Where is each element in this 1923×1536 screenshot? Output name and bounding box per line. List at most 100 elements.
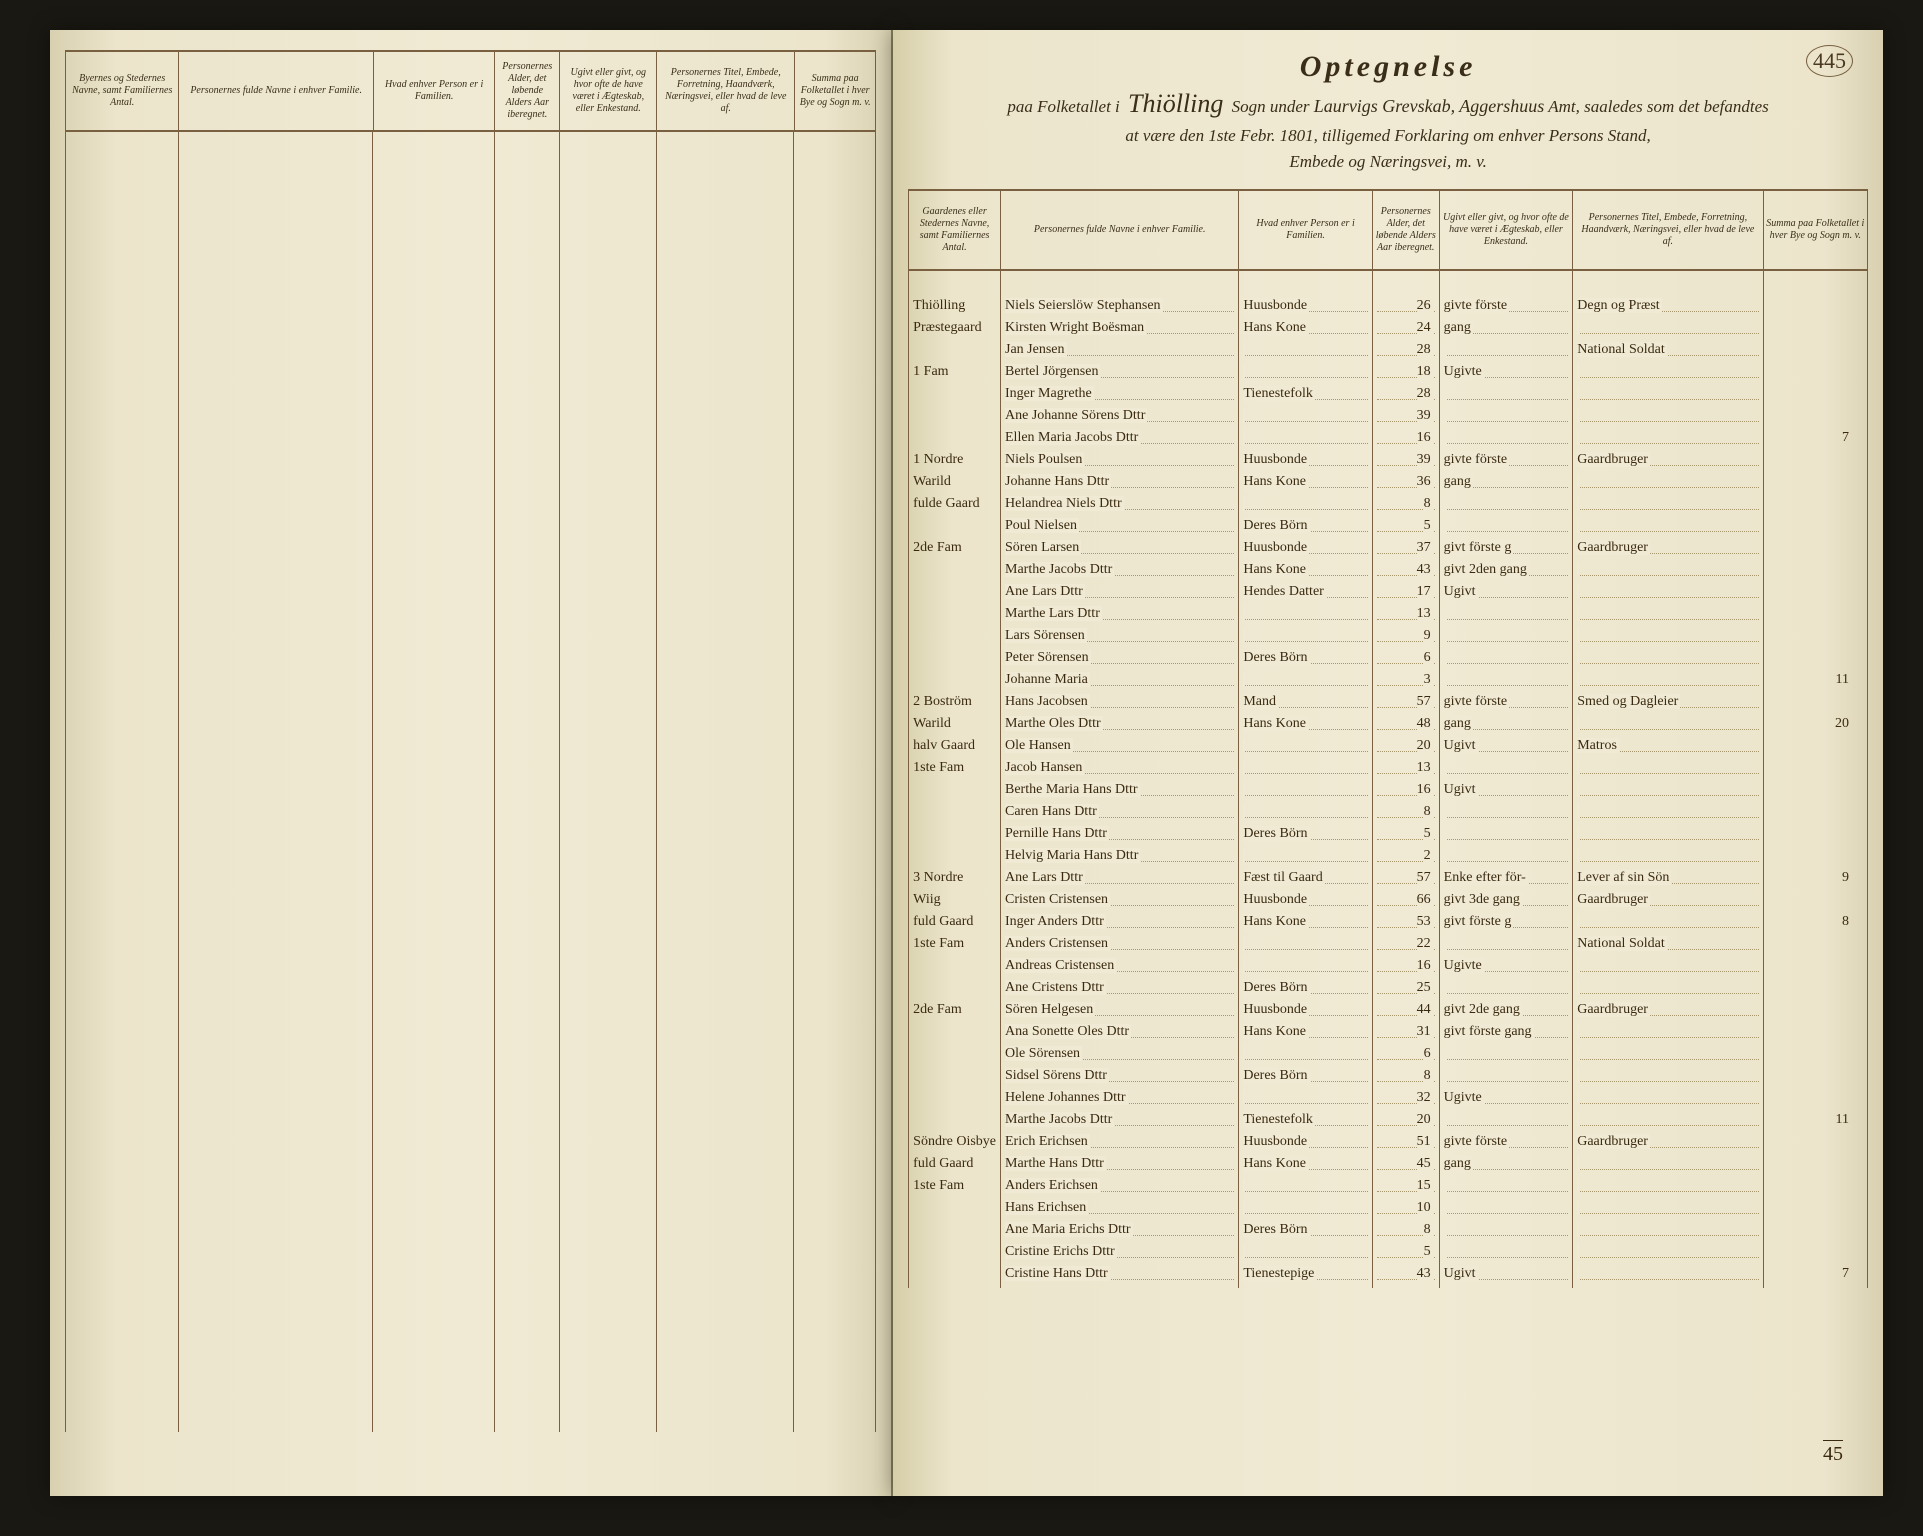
ledger-row: Ane Maria Erichs DttrDeres Börn8 xyxy=(909,1222,1868,1244)
ledger-row: Hans Erichsen10 xyxy=(909,1200,1868,1222)
cell-title xyxy=(1573,320,1763,342)
cell-sum: 20 xyxy=(1763,716,1867,738)
cell-sum xyxy=(1763,1156,1867,1178)
col-header-marital: Ugivt eller givt, og hvor ofte de have v… xyxy=(1439,190,1573,270)
left-col-header-4: Personernes Alder, det løbende Alders Aa… xyxy=(495,51,560,131)
cell-marital xyxy=(1439,1068,1573,1090)
cell-marital xyxy=(1439,496,1573,518)
cell-name: Marthe Jacobs Dttr xyxy=(1001,562,1239,584)
ledger-row: WarildMarthe Oles DttrHans Kone48gang20 xyxy=(909,716,1868,738)
cell-sum xyxy=(1763,892,1867,914)
ledger-row: Ole Sörensen6 xyxy=(909,1046,1868,1068)
cell-family: Tienestefolk xyxy=(1239,386,1372,408)
cell-name: Andreas Cristensen xyxy=(1001,958,1239,980)
ledger-row: 3 NordreAne Lars DttrFæst til Gaard57Enk… xyxy=(909,870,1868,892)
cell-sum xyxy=(1763,694,1867,716)
cell-sum xyxy=(1763,936,1867,958)
ledger-row: Söndre OisbyeErich ErichsenHuusbonde51gi… xyxy=(909,1134,1868,1156)
cell-name: Cristen Cristensen xyxy=(1001,892,1239,914)
cell-name: Helvig Maria Hans Dttr xyxy=(1001,848,1239,870)
cell-marital: gang xyxy=(1439,320,1573,342)
cell-family: Huusbonde xyxy=(1239,298,1372,320)
cell-gaard: Warild xyxy=(909,716,1001,738)
left-col-header-6: Personernes Titel, Embede, Forretning, H… xyxy=(657,51,795,131)
cell-marital xyxy=(1439,980,1573,1002)
cell-family: Hans Kone xyxy=(1239,1024,1372,1046)
cell-sum: 7 xyxy=(1763,1266,1867,1288)
cell-marital xyxy=(1439,760,1573,782)
cell-family: Hans Kone xyxy=(1239,1156,1372,1178)
cell-sum xyxy=(1763,958,1867,980)
title-amt: Laurvigs Grevskab, Aggershuus xyxy=(1314,96,1545,116)
cell-sum xyxy=(1763,738,1867,760)
cell-age: 53 xyxy=(1372,914,1439,936)
ledger-row: WarildJohanne Hans DttrHans Kone36gang xyxy=(909,474,1868,496)
ledger-row: Sidsel Sörens DttrDeres Börn8 xyxy=(909,1068,1868,1090)
cell-sum xyxy=(1763,540,1867,562)
ledger-row: halv GaardOle Hansen20UgivtMatros xyxy=(909,738,1868,760)
cell-age: 20 xyxy=(1372,1112,1439,1134)
cell-gaard xyxy=(909,672,1001,694)
cell-name: Bertel Jörgensen xyxy=(1001,364,1239,386)
cell-title: Lever af sin Sön xyxy=(1573,870,1763,892)
cell-family xyxy=(1239,958,1372,980)
page-number: 445 xyxy=(1806,45,1853,77)
cell-title xyxy=(1573,628,1763,650)
cell-sum xyxy=(1763,364,1867,386)
cell-name: Sören Helgesen xyxy=(1001,1002,1239,1024)
cell-title xyxy=(1573,1200,1763,1222)
cell-age: 10 xyxy=(1372,1200,1439,1222)
cell-name: Johanne Maria xyxy=(1001,672,1239,694)
ledger-row: fuld GaardInger Anders DttrHans Kone53gi… xyxy=(909,914,1868,936)
cell-marital: givte förste xyxy=(1439,298,1573,320)
cell-name: Peter Sörensen xyxy=(1001,650,1239,672)
cell-gaard xyxy=(909,980,1001,1002)
cell-name: Marthe Jacobs Dttr xyxy=(1001,1112,1239,1134)
cell-name: Kirsten Wright Boësman xyxy=(1001,320,1239,342)
cell-family: Hans Kone xyxy=(1239,320,1372,342)
cell-name: Berthe Maria Hans Dttr xyxy=(1001,782,1239,804)
cell-sum xyxy=(1763,474,1867,496)
ledger-row: Poul NielsenDeres Börn5 xyxy=(909,518,1868,540)
cell-title xyxy=(1573,386,1763,408)
cell-title: Gaardbruger xyxy=(1573,1002,1763,1024)
cell-family xyxy=(1239,936,1372,958)
cell-gaard xyxy=(909,408,1001,430)
cell-name: Inger Anders Dttr xyxy=(1001,914,1239,936)
cell-name: Marthe Hans Dttr xyxy=(1001,1156,1239,1178)
cell-gaard: 2 Boström xyxy=(909,694,1001,716)
ledger-row: 1ste FamAnders Cristensen22National Sold… xyxy=(909,936,1868,958)
cell-family xyxy=(1239,606,1372,628)
cell-family xyxy=(1239,738,1372,760)
title-line-4: Embede og Næringsvei, m. v. xyxy=(928,149,1848,175)
cell-gaard: halv Gaard xyxy=(909,738,1001,760)
cell-age: 15 xyxy=(1372,1178,1439,1200)
cell-gaard xyxy=(909,1222,1001,1244)
cell-age: 13 xyxy=(1372,760,1439,782)
cell-gaard: Wiig xyxy=(909,892,1001,914)
cell-title xyxy=(1573,1046,1763,1068)
cell-sum xyxy=(1763,980,1867,1002)
cell-gaard: 1 Nordre xyxy=(909,452,1001,474)
cell-title xyxy=(1573,1244,1763,1266)
cell-family xyxy=(1239,1090,1372,1112)
cell-family xyxy=(1239,672,1372,694)
cell-sum xyxy=(1763,628,1867,650)
title-post: Amt, saaledes som det befandtes xyxy=(1548,97,1769,116)
cell-gaard xyxy=(909,1200,1001,1222)
cell-marital xyxy=(1439,848,1573,870)
cell-gaard: 1ste Fam xyxy=(909,936,1001,958)
cell-family: Tienestepige xyxy=(1239,1266,1372,1288)
cell-title: Matros xyxy=(1573,738,1763,760)
cell-name: Ellen Maria Jacobs Dttr xyxy=(1001,430,1239,452)
cell-age: 22 xyxy=(1372,936,1439,958)
cell-title xyxy=(1573,562,1763,584)
cell-family xyxy=(1239,364,1372,386)
cell-family: Deres Börn xyxy=(1239,826,1372,848)
cell-marital: givte förste xyxy=(1439,694,1573,716)
cell-marital: givt förste g xyxy=(1439,914,1573,936)
cell-title xyxy=(1573,496,1763,518)
cell-gaard: 1 Fam xyxy=(909,364,1001,386)
title-pre: paa Folketallet i xyxy=(1007,97,1119,116)
cell-family: Hans Kone xyxy=(1239,474,1372,496)
